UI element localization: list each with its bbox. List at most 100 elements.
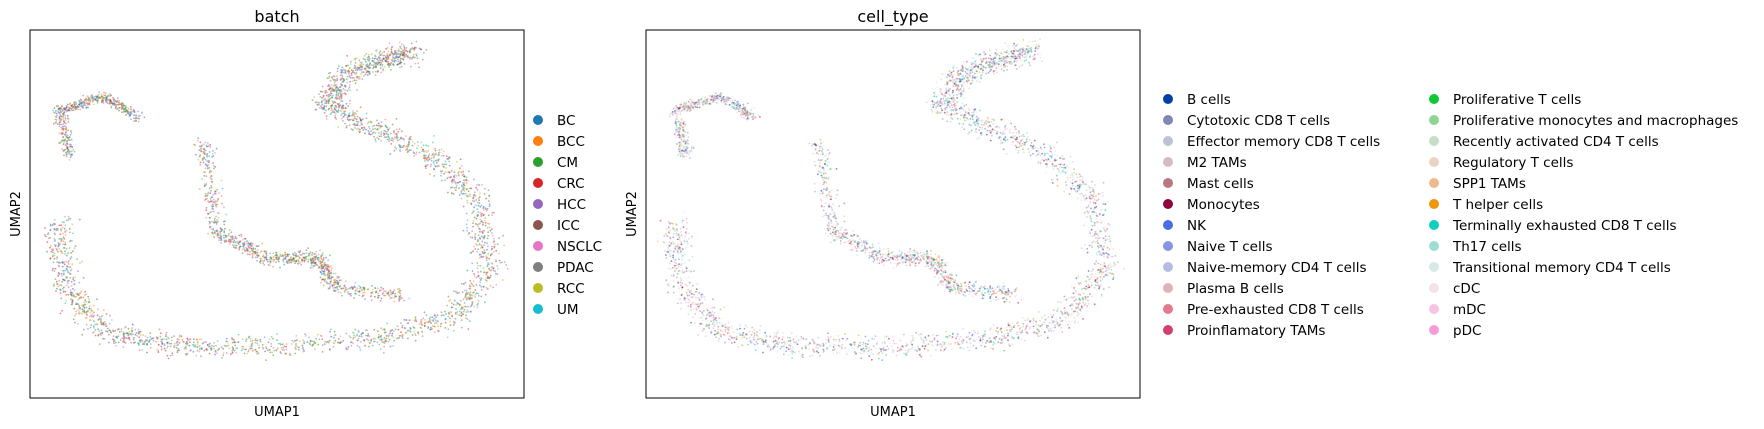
scatter-point: [49, 258, 51, 260]
scatter-point: [188, 345, 191, 347]
scatter-point: [968, 131, 971, 134]
scatter-point: [1011, 62, 1014, 65]
scatter-point: [1091, 210, 1094, 213]
scatter-point: [480, 289, 483, 291]
scatter-point: [485, 279, 488, 282]
scatter-point: [468, 193, 471, 196]
scatter-point: [1097, 284, 1099, 287]
scatter-point: [329, 331, 332, 333]
scatter-cloud-batch: [43, 40, 509, 361]
scatter-point: [735, 338, 738, 341]
scatter-point: [381, 328, 384, 331]
scatter-point: [237, 340, 240, 343]
scatter-point: [67, 121, 70, 123]
scatter-point: [92, 325, 95, 328]
scatter-point: [337, 276, 340, 279]
scatter-point: [1003, 69, 1005, 72]
scatter-point: [294, 344, 297, 347]
scatter-point: [1040, 334, 1042, 337]
scatter-point: [415, 320, 418, 323]
scatter-point: [244, 348, 247, 351]
scatter-point: [60, 111, 63, 113]
scatter-point: [67, 215, 70, 218]
scatter-point: [343, 291, 346, 293]
scatter-point: [376, 287, 379, 290]
scatter-point: [461, 306, 464, 309]
scatter-point: [495, 260, 497, 263]
scatter-point: [385, 337, 388, 340]
scatter-point: [365, 128, 368, 131]
scatter-point: [142, 334, 145, 336]
scatter-point: [352, 113, 355, 116]
scatter-point: [92, 98, 95, 100]
scatter-point: [483, 234, 486, 237]
scatter-point: [60, 229, 63, 232]
scatter-point: [130, 118, 132, 121]
scatter-point: [176, 338, 179, 341]
scatter-point: [478, 202, 481, 205]
scatter-point: [391, 137, 394, 140]
scatter-point: [247, 246, 250, 248]
scatter-point: [277, 258, 279, 260]
scatter-point: [1075, 173, 1078, 176]
scatter-point: [1007, 324, 1010, 327]
scatter-point: [364, 329, 367, 332]
scatter-point: [176, 349, 179, 352]
scatter-point: [475, 292, 478, 295]
scatter-point: [311, 264, 313, 267]
scatter-point: [1015, 333, 1018, 336]
scatter-point: [178, 349, 181, 352]
scatter-point: [207, 145, 210, 147]
scatter-point: [148, 339, 151, 341]
scatter-point: [774, 339, 777, 342]
scatter-point: [368, 57, 371, 60]
scatter-point: [346, 118, 349, 120]
scatter-point: [468, 284, 471, 287]
scatter-point: [113, 104, 116, 107]
scatter-point: [403, 48, 406, 50]
scatter-point: [225, 213, 228, 216]
scatter-point: [470, 282, 473, 285]
scatter-point: [263, 250, 266, 253]
scatter-point: [61, 221, 64, 223]
scatter-point: [1002, 131, 1005, 133]
scatter-point: [1075, 307, 1077, 310]
scatter-point: [403, 139, 405, 142]
scatter-point: [335, 95, 338, 97]
legend-label: BCC: [557, 134, 585, 150]
scatter-point: [984, 330, 986, 333]
scatter-point: [346, 75, 349, 78]
scatter-point: [54, 219, 56, 221]
scatter-point: [228, 347, 231, 350]
scatter-point: [354, 112, 356, 114]
scatter-point: [212, 198, 215, 201]
scatter-point: [297, 260, 300, 263]
scatter-point: [490, 266, 493, 269]
scatter-point: [477, 211, 480, 213]
scatter-point: [247, 244, 250, 247]
scatter-point: [334, 286, 337, 289]
scatter-point: [363, 128, 366, 130]
scatter-point: [73, 279, 76, 282]
scatter-point: [390, 143, 393, 145]
scatter-point: [386, 131, 389, 133]
scatter-point: [398, 148, 401, 151]
scatter-point: [160, 348, 163, 351]
scatter-point: [479, 205, 482, 208]
scatter-point: [401, 337, 404, 340]
scatter-point: [415, 52, 418, 55]
scatter-point: [216, 352, 218, 354]
scatter-point: [838, 340, 841, 343]
scatter-point: [302, 252, 304, 255]
scatter-point: [456, 313, 458, 316]
scatter-point: [418, 66, 421, 69]
scatter-point: [392, 131, 395, 133]
scatter-point: [214, 353, 217, 356]
legend-label: PDAC: [557, 260, 594, 276]
scatter-point: [368, 127, 371, 130]
scatter-point: [341, 104, 344, 107]
scatter-point: [62, 273, 65, 276]
scatter-point: [325, 118, 328, 120]
scatter-point: [340, 114, 342, 117]
scatter-point: [334, 279, 337, 282]
